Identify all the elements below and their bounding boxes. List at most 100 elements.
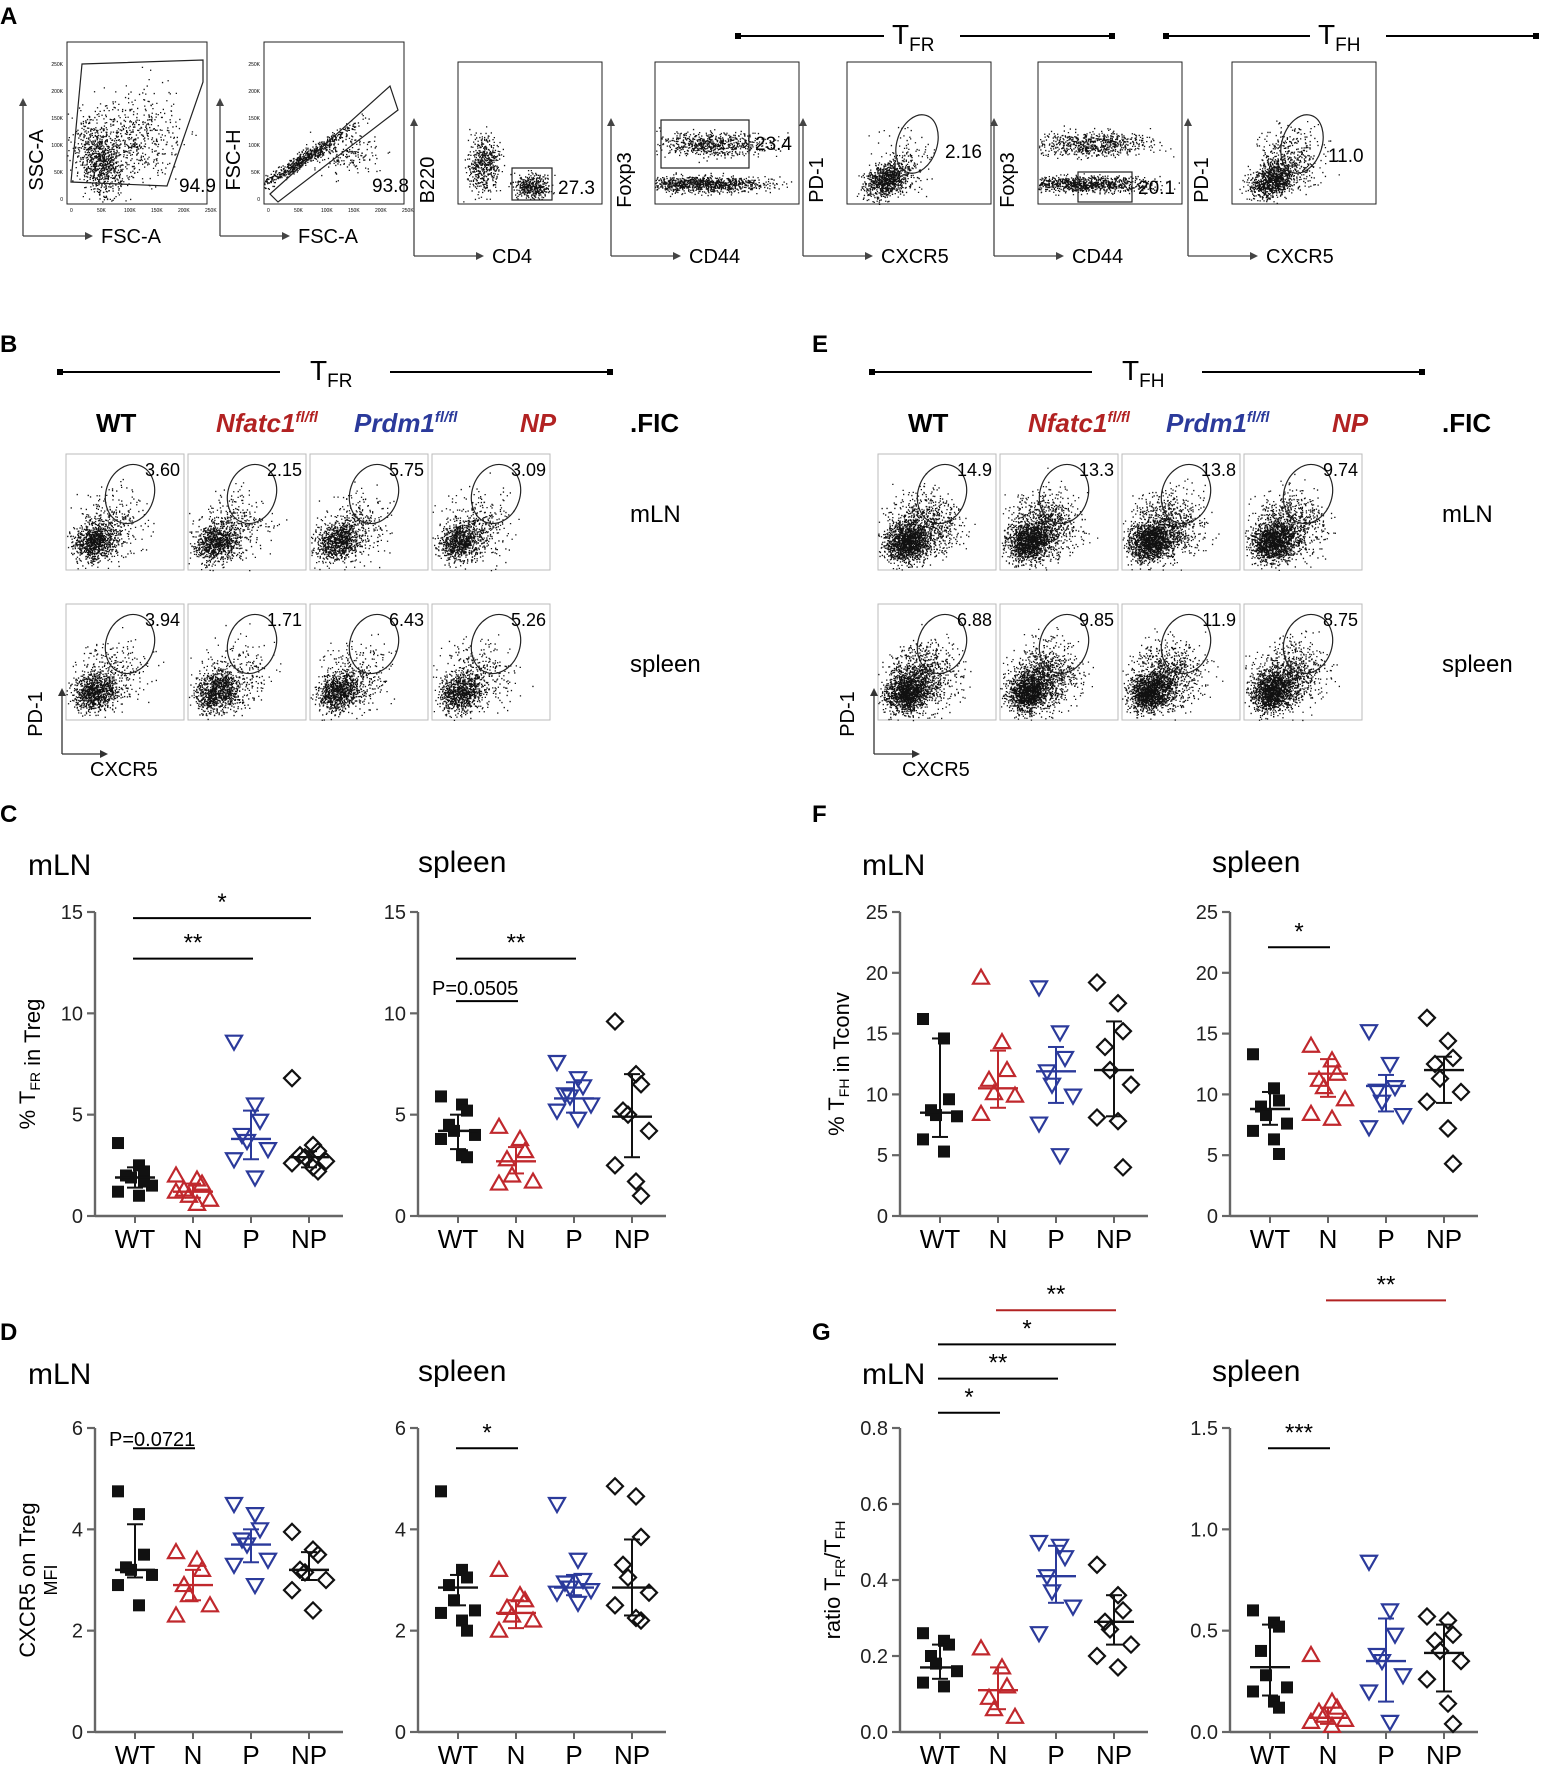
x-tick-label: WT: [1250, 1224, 1291, 1254]
data-point: [166, 1605, 186, 1623]
event-dots: [433, 658, 490, 721]
event-dots: [1248, 120, 1340, 196]
x-tick-label: N: [989, 1224, 1008, 1254]
x-tick-label: N: [184, 1740, 203, 1770]
data-point: [992, 1031, 1012, 1050]
data-point: [224, 1034, 244, 1052]
y-tick-label: 0: [395, 1206, 406, 1228]
event-dots: [878, 623, 972, 722]
data-point: [224, 1557, 244, 1576]
y-arrowhead: [799, 118, 807, 126]
data-point: [282, 1068, 302, 1088]
gate-percentage: 3.94: [145, 610, 180, 630]
tick-label: 250K: [205, 208, 217, 214]
x-tick-label: NP: [291, 1224, 327, 1254]
data-point: [1055, 1550, 1075, 1568]
gate-ellipse: [1160, 613, 1212, 675]
significance-label: **: [184, 930, 203, 957]
x-tick-label: P: [1047, 1740, 1064, 1770]
event-dots: [656, 127, 789, 164]
x-tick-label: WT: [438, 1740, 479, 1770]
gate-ellipse: [226, 613, 278, 675]
panel-label-e: E: [812, 331, 828, 358]
significance-label: **: [1377, 1271, 1396, 1298]
gate-percentage: 11.9: [1202, 610, 1236, 630]
y-axis-label: PD-1: [837, 691, 859, 737]
gate-ellipse: [348, 463, 400, 525]
x-tick-label: P: [1377, 1224, 1394, 1254]
data-point: [1417, 1669, 1437, 1689]
data-point: [469, 1604, 481, 1617]
event-dots: [463, 126, 506, 203]
header-cap: [57, 369, 63, 375]
data-point: [547, 1496, 567, 1515]
event-dots: [66, 627, 165, 718]
gate-percentage: 2.15: [267, 460, 302, 480]
data-point: [605, 1476, 625, 1496]
gate-ellipse: [895, 114, 939, 174]
gate-percentage: 3.09: [511, 460, 546, 480]
event-dots: [1122, 628, 1224, 721]
x-arrowhead: [476, 252, 484, 260]
header-mask: [1092, 348, 1202, 388]
genotype-label: Nfatc1fl/fl: [1028, 408, 1131, 438]
y-tick-label: 0: [1207, 1206, 1218, 1228]
data-point: [133, 1599, 145, 1612]
tick-label: 50K: [294, 208, 304, 214]
header-cap: [607, 369, 613, 375]
tick-label: 150K: [348, 208, 360, 214]
plot-frame: [1121, 603, 1241, 721]
data-point: [1385, 1627, 1405, 1645]
chart-title: mLN: [28, 1358, 91, 1391]
data-point: [1247, 1124, 1259, 1137]
event-dots: [188, 665, 248, 721]
plot-frame: [1243, 453, 1363, 571]
significance-label: *: [964, 1384, 973, 1411]
gate-percentage: 27.3: [558, 178, 595, 199]
gate-ellipse: [1282, 613, 1334, 675]
data-point: [573, 1079, 593, 1097]
header-cap: [1419, 369, 1425, 375]
x-tick-label: P: [242, 1224, 259, 1254]
data-point: [1100, 1619, 1120, 1639]
gate-ellipse: [1038, 613, 1090, 675]
y-axis-label: PD-1: [1191, 157, 1213, 203]
flow-plot: 11.9: [1121, 603, 1241, 721]
y-tick-label: 0.4: [860, 1570, 888, 1592]
data-point: [308, 1545, 328, 1565]
y-tick-label: 4: [395, 1519, 406, 1541]
flow-plot: 3.60: [65, 453, 185, 571]
data-point: [1108, 993, 1128, 1013]
plot-frame: [309, 453, 429, 571]
x-tick-label: WT: [438, 1224, 479, 1254]
x-arrowhead: [282, 232, 290, 240]
data-point: [224, 1152, 244, 1170]
data-point: [250, 1113, 270, 1131]
data-point: [1301, 1103, 1321, 1121]
genotype-label: Prdm1fl/fl: [354, 408, 458, 438]
data-point: [112, 1185, 124, 1198]
event-dots: [1001, 467, 1099, 571]
data-point: [626, 1171, 646, 1192]
y-tick-label: 0.0: [1190, 1722, 1218, 1744]
y-tick-label: 25: [1196, 902, 1218, 924]
event-dots: [1038, 173, 1180, 196]
data-point: [461, 1571, 473, 1584]
data-point: [1247, 1604, 1259, 1617]
significance-label: *: [1022, 1315, 1031, 1342]
event-dots: [1239, 155, 1309, 205]
data-point: [133, 1189, 145, 1202]
data-point: [435, 1485, 447, 1498]
data-point: [502, 1165, 522, 1183]
y-tick-label: 15: [61, 902, 83, 924]
data-point: [1438, 1118, 1458, 1139]
data-point: [547, 1054, 567, 1073]
x-tick-label: P: [242, 1740, 259, 1770]
flow-plot: 6.88: [877, 603, 997, 722]
x-arrowhead: [100, 750, 108, 758]
data-point: [282, 1522, 302, 1542]
gating-plot: CXCR5 PD-1 11.0: [1184, 61, 1377, 268]
gate-percentage: 14.9: [957, 460, 992, 480]
y-arrowhead: [19, 98, 27, 106]
